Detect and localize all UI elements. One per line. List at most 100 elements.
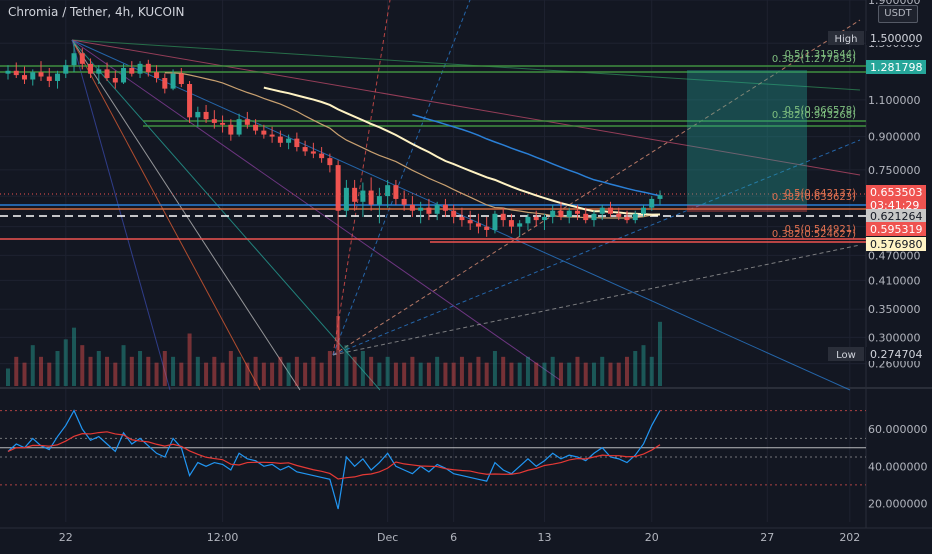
fib-label: 0.5(0.544921): [785, 224, 857, 235]
price-badge: [866, 60, 926, 74]
chart-title: Chromia / Tether, 4h, KUCOIN: [8, 5, 185, 19]
price-badge-name: High: [835, 34, 858, 45]
volume-bar: [567, 362, 572, 386]
candle-body: [352, 187, 358, 202]
ema-line: [412, 113, 661, 197]
volume-bar: [550, 356, 555, 386]
candle-body: [129, 67, 135, 74]
trend-line: [71, 39, 171, 391]
volume-bar: [195, 356, 200, 386]
price-badge-value: 0.576980: [870, 238, 923, 251]
price-tick-label: 0.300000: [868, 331, 921, 344]
candle-body: [88, 63, 94, 74]
candle-body: [38, 72, 44, 77]
price-badge-name: Low: [836, 350, 856, 361]
candle-body: [178, 73, 184, 85]
volume-bar: [501, 356, 506, 386]
trend-line: [332, 139, 861, 356]
volume-bar: [228, 351, 233, 386]
candle-body: [566, 210, 572, 217]
volume-bar: [14, 356, 19, 386]
candle-body: [624, 216, 630, 221]
price-tick-label: 0.750000: [868, 164, 921, 177]
candle-body: [467, 220, 473, 224]
volume-bar: [393, 362, 398, 386]
price-badge: [866, 198, 926, 212]
volume-bar: [303, 362, 308, 386]
price-badge: [866, 209, 926, 223]
candle-body: [302, 147, 308, 152]
fib-label: 0.5(0.966578): [785, 105, 857, 116]
candle-body: [203, 111, 209, 120]
price-badge-name-bg: [828, 31, 864, 45]
candle-body: [484, 226, 490, 230]
volume-bar: [187, 333, 192, 386]
candle-body: [96, 69, 102, 74]
volume-bar: [278, 356, 283, 386]
volume-bar: [492, 351, 497, 386]
x-tick-label: Dec: [377, 531, 398, 544]
volume-bar: [121, 345, 126, 386]
volume-bar: [418, 362, 423, 386]
volume-bar: [542, 362, 547, 386]
candle-body: [459, 216, 465, 221]
currency-button[interactable]: USDT: [878, 5, 918, 23]
volume-bar: [509, 362, 514, 386]
volume-bar: [591, 362, 596, 386]
candle-body: [607, 207, 613, 214]
candle-body: [434, 204, 440, 214]
x-tick-label: 27: [760, 531, 774, 544]
volume-bar: [616, 362, 621, 386]
volume-bar: [426, 362, 431, 386]
candle-body: [368, 190, 374, 205]
price-badge-value: 0.274704: [870, 348, 923, 361]
candle-body: [640, 207, 646, 214]
price-badge: [866, 31, 926, 45]
candle-body: [162, 78, 168, 89]
candle-body: [616, 213, 622, 217]
volume-bar: [344, 345, 349, 386]
candle-body: [154, 72, 160, 79]
price-tick-label: 0.350000: [868, 303, 921, 316]
stop-zone: [687, 205, 807, 212]
volume-bar: [146, 356, 151, 386]
volume-bar: [80, 345, 85, 386]
candle-body: [277, 136, 283, 143]
price-tick-label: 0.470000: [868, 249, 921, 262]
volume-bar: [476, 356, 481, 386]
trend-line: [332, 19, 861, 356]
volume-bar: [402, 362, 407, 386]
x-tick-label: 13: [537, 531, 551, 544]
volume-bar: [583, 362, 588, 386]
x-tick-label: 6: [450, 531, 457, 544]
price-badge: [866, 347, 926, 361]
volume-bar: [270, 362, 275, 386]
candle-body: [286, 138, 292, 143]
volume-bar: [30, 345, 35, 386]
candle-body: [442, 204, 448, 211]
candle-body: [112, 78, 118, 83]
volume-bar: [105, 356, 110, 386]
price-badge-name-bg: [828, 347, 864, 361]
volume-bar: [261, 362, 266, 386]
volume-bar: [558, 362, 563, 386]
volume-bar: [658, 321, 662, 386]
volume-bar: [204, 362, 209, 386]
volume-bar: [179, 362, 184, 386]
x-tick-label: 12:00: [207, 531, 239, 544]
volume-bar: [129, 356, 134, 386]
volume-bar: [63, 339, 68, 386]
volume-bar: [600, 356, 605, 386]
candle-body: [475, 223, 481, 227]
candle-body: [269, 134, 275, 137]
volume-bar: [443, 362, 448, 386]
candle-body: [401, 198, 407, 205]
candle-body: [649, 198, 655, 208]
trend-line: [71, 39, 861, 176]
candle-body: [63, 65, 69, 74]
volume-bar: [327, 351, 332, 386]
fib-label: 0.382(0.524627): [772, 229, 856, 240]
